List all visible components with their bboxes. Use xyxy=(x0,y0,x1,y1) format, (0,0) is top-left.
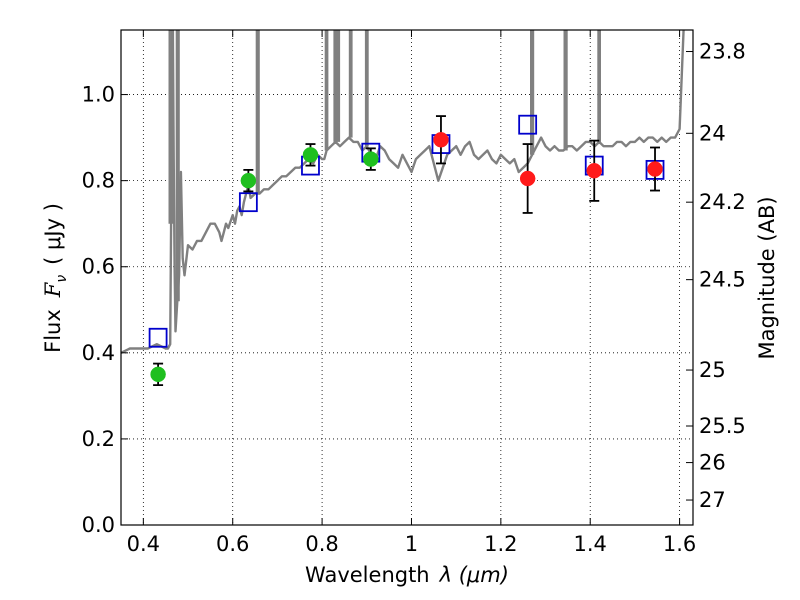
emission-line xyxy=(336,30,341,142)
emission-line xyxy=(364,30,369,147)
nir-flux-point xyxy=(647,161,663,177)
y-tick-label: 1.0 xyxy=(82,83,115,107)
optical-flux-point xyxy=(240,172,257,189)
optical-flux-point xyxy=(150,366,166,383)
x-tick-label: 1.6 xyxy=(663,532,696,556)
nir-flux-point xyxy=(519,170,536,187)
emission-line xyxy=(255,30,260,194)
x-tick-label: 1.4 xyxy=(574,532,607,556)
y2-axis-label: Magnitude (AB) xyxy=(755,196,779,359)
emission-line xyxy=(175,30,180,302)
emission-line xyxy=(324,30,329,151)
mag-tick-label: 25.5 xyxy=(699,414,746,438)
nir-flux-point xyxy=(433,132,449,148)
mag-tick-label: 24.5 xyxy=(699,268,746,292)
emission-line xyxy=(530,30,535,155)
emission-line xyxy=(333,30,338,142)
mag-tick-label: 23.8 xyxy=(699,40,746,64)
y-tick-label: 0.6 xyxy=(82,255,115,279)
emission-line xyxy=(168,30,174,224)
emission-line xyxy=(563,30,568,151)
y-tick-label: 0.0 xyxy=(82,513,115,537)
emission-line xyxy=(687,17,690,25)
emission-line xyxy=(597,30,601,142)
x-tick-label: 0.4 xyxy=(127,532,160,556)
mag-tick-label: 24 xyxy=(699,121,726,145)
model-flux-marker xyxy=(518,114,538,135)
x-tick-label: 1 xyxy=(405,532,418,556)
spectrum-layer xyxy=(121,17,690,354)
x-axis-label: Wavelength λ (μm) xyxy=(305,563,509,587)
y-tick-label: 0.8 xyxy=(82,169,115,193)
points-layer xyxy=(148,114,665,387)
mag-tick-label: 24.2 xyxy=(699,190,746,214)
model-flux-marker xyxy=(148,327,168,348)
optical-flux-point xyxy=(302,147,319,163)
mag-tick-label: 26 xyxy=(699,451,726,475)
mag-tick-label: 27 xyxy=(699,488,726,512)
grid-lines xyxy=(121,30,693,525)
y-axis-label: FluxFν( μJy ) xyxy=(41,203,70,353)
spectrum-line xyxy=(121,30,685,354)
model-flux-marker xyxy=(238,192,258,213)
mag-tick-label: 25 xyxy=(699,358,726,382)
x-tick-label: 0.6 xyxy=(216,532,249,556)
nir-flux-point xyxy=(586,163,602,179)
y-tick-label: 0.4 xyxy=(82,341,115,365)
plot-frame xyxy=(120,29,694,526)
optical-flux-point xyxy=(363,151,379,167)
axis-ticks: 0.4 0.6 0.8 1 1.2 1.4 1.6 0.0 0.2 0.4 0.6 0.8 1.0 23.… xyxy=(82,30,746,556)
x-tick-label: 1.2 xyxy=(484,532,517,556)
y-tick-label: 0.2 xyxy=(82,427,115,451)
x-tick-label: 0.8 xyxy=(305,532,338,556)
emission-line xyxy=(348,30,353,138)
